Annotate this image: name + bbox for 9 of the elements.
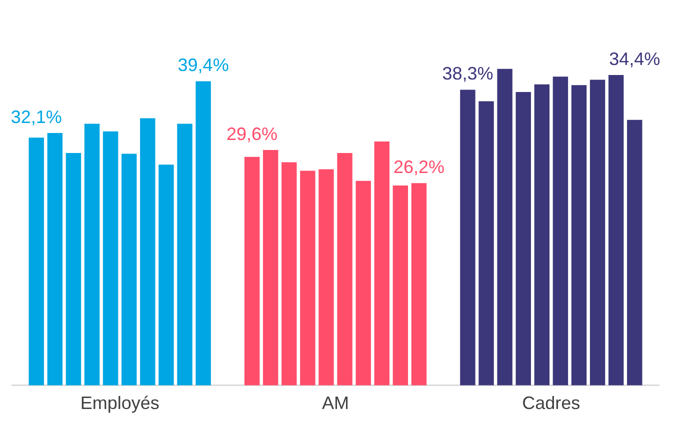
- x-tick-label: Cadres: [522, 393, 580, 414]
- data-label: 38,3%: [442, 64, 494, 84]
- data-label: 29,6%: [226, 124, 278, 144]
- data-label: 39,4%: [178, 55, 229, 76]
- data-label: 26,2%: [393, 157, 444, 178]
- data-label: 32,1%: [10, 106, 62, 127]
- x-tick-label: AM: [322, 393, 349, 414]
- x-tick-label: Employés: [80, 393, 160, 414]
- data-label: 34,4%: [609, 49, 660, 70]
